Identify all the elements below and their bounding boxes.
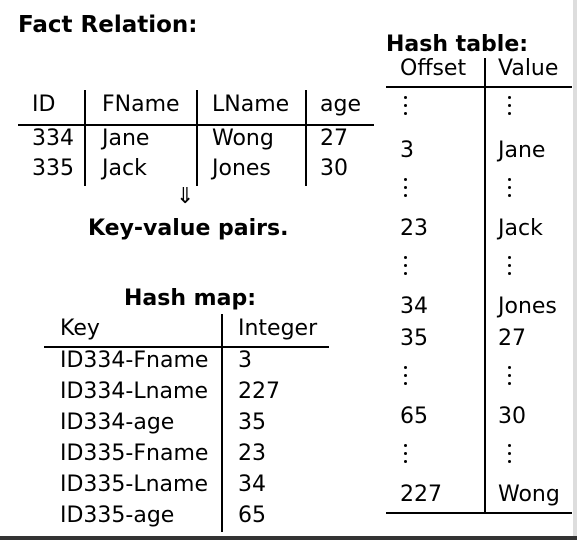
fact-col-divider-1: [84, 90, 86, 186]
hash-map-key: ID334-age: [60, 410, 175, 435]
hash-map-integer: 65: [238, 503, 266, 528]
vertical-ellipsis-icon: [404, 178, 408, 202]
hash-table-header-offset: Offset: [400, 56, 467, 81]
hash-table-offset: 35: [400, 326, 428, 351]
fact-row-1-age: 27: [320, 126, 348, 151]
hash-map-key: ID334-Fname: [60, 348, 209, 373]
hash-table-offset: 3: [400, 138, 414, 163]
hash-table-value: Jack: [498, 216, 543, 241]
fact-col-divider-2: [196, 90, 198, 186]
hash-map-integer: 35: [238, 410, 266, 435]
hash-map-key: ID334-Lname: [60, 379, 209, 404]
hash-map-header-key: Key: [60, 316, 100, 341]
hash-map-header-integer: Integer: [238, 316, 318, 341]
hash-table-title: Hash table:: [386, 32, 529, 57]
fact-row-1-lname: Wong: [212, 126, 274, 151]
hash-map-header-rule: [44, 346, 329, 348]
hash-map-integer: 227: [238, 379, 280, 404]
hash-table-offset: 227: [400, 482, 442, 507]
vertical-ellipsis-icon: [404, 96, 408, 120]
hash-map-key: ID335-age: [60, 503, 175, 528]
hash-map-title: Hash map:: [124, 286, 256, 311]
fact-row-2-age: 30: [320, 156, 348, 181]
fact-col-divider-3: [305, 90, 307, 186]
window-frame-right: [573, 0, 577, 540]
vertical-ellipsis-icon: [508, 366, 512, 390]
fact-row-1-id: 334: [32, 126, 74, 151]
hash-table-bottom-rule: [386, 512, 572, 514]
key-value-label: Key-value pairs.: [88, 216, 289, 241]
hash-table-value: Wong: [498, 482, 560, 507]
vertical-ellipsis-icon: [508, 96, 512, 120]
fact-row-2-fname: Jack: [102, 156, 147, 181]
hash-table-value: Jones: [498, 294, 557, 319]
hash-map-integer: 23: [238, 441, 266, 466]
hash-table-offset: 34: [400, 294, 428, 319]
fact-relation-title: Fact Relation:: [18, 12, 198, 38]
vertical-ellipsis-icon: [404, 366, 408, 390]
hash-map-key: ID335-Lname: [60, 472, 209, 497]
vertical-ellipsis-icon: [508, 178, 512, 202]
hash-table-header-rule: [386, 86, 572, 88]
vertical-ellipsis-icon: [508, 256, 512, 280]
hash-map-integer: 3: [238, 348, 252, 373]
vertical-ellipsis-icon: [404, 444, 408, 468]
hash-map-col-divider: [221, 314, 223, 532]
down-arrow-icon: ⇓: [176, 184, 195, 209]
hash-table-header-value: Value: [498, 56, 559, 81]
vertical-ellipsis-icon: [404, 256, 408, 280]
hash-table-col-divider: [484, 58, 486, 512]
hash-map-integer: 34: [238, 472, 266, 497]
fact-row-1-fname: Jane: [102, 126, 150, 151]
fact-header-age: age: [320, 92, 361, 117]
window-frame-bottom: [0, 536, 577, 540]
fact-header-lname: LName: [212, 92, 290, 117]
fact-row-2-id: 335: [32, 156, 74, 181]
hash-table-value: Jane: [498, 138, 546, 163]
hash-table-offset: 23: [400, 216, 428, 241]
fact-header-fname: FName: [102, 92, 180, 117]
fact-row-2-lname: Jones: [212, 156, 271, 181]
fact-header-id: ID: [32, 92, 56, 117]
hash-map-key: ID335-Fname: [60, 441, 209, 466]
hash-table-value: 30: [498, 404, 526, 429]
vertical-ellipsis-icon: [508, 444, 512, 468]
hash-table-value: 27: [498, 326, 526, 351]
hash-table-offset: 65: [400, 404, 428, 429]
